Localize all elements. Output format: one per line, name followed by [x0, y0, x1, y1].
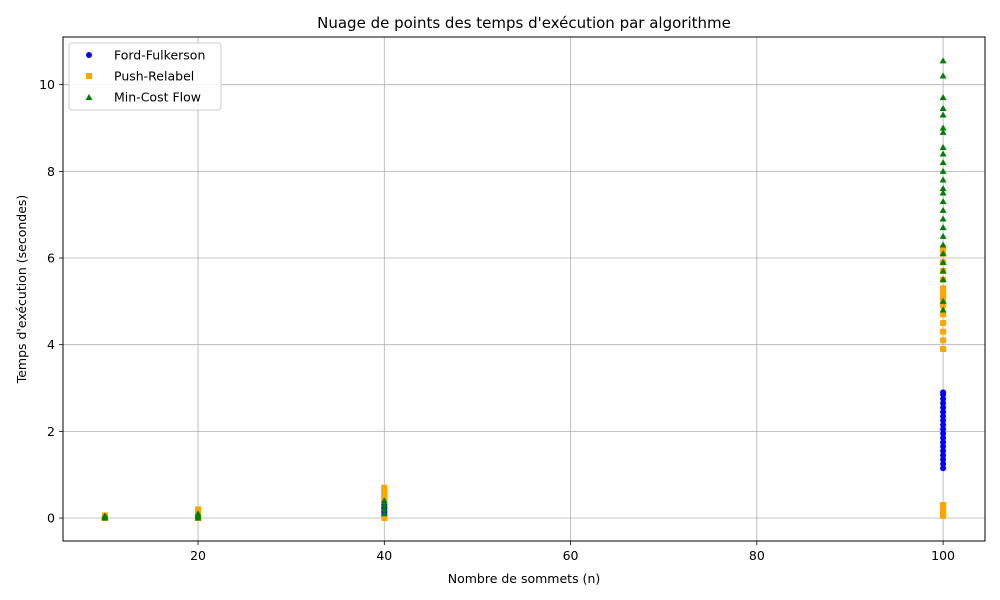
data-point [940, 328, 947, 335]
legend-label: Push-Relabel [114, 69, 194, 84]
data-point [940, 465, 947, 472]
data-point [939, 276, 947, 283]
data-point [940, 302, 947, 309]
data-point [939, 176, 947, 183]
legend-marker-square-icon [86, 73, 92, 79]
data-point [939, 94, 947, 101]
data-point [939, 189, 947, 196]
legend-label: Ford-Fulkerson [114, 48, 205, 63]
data-point [940, 434, 947, 441]
data-point [939, 258, 947, 265]
data-point [940, 443, 947, 450]
data-point [939, 144, 947, 151]
data-point [940, 400, 947, 407]
series-min-cost-flow [101, 57, 947, 521]
y-tick-label: 10 [39, 77, 55, 92]
legend-entry-push-relabel: Push-Relabel [86, 69, 194, 84]
data-points [101, 57, 947, 522]
grid-lines [63, 37, 985, 541]
y-tick-label: 2 [47, 424, 55, 439]
data-point [940, 413, 947, 420]
data-point [939, 241, 947, 248]
data-point [940, 346, 947, 353]
data-point [194, 510, 202, 517]
legend-box [68, 42, 222, 111]
data-point [940, 460, 947, 467]
data-point [939, 72, 947, 79]
x-tick-label: 100 [931, 548, 955, 563]
x-tick-label: 60 [563, 548, 579, 563]
data-point [939, 198, 947, 205]
data-point [940, 404, 947, 411]
data-point [940, 246, 947, 253]
legend: Ford-Fulkerson Push-Relabel Min-Cost Flo… [68, 42, 222, 111]
data-point [939, 232, 947, 239]
legend-label: Min-Cost Flow [114, 90, 201, 105]
data-point [939, 297, 947, 304]
legend-marker-triangle-icon [85, 94, 93, 100]
x-tick-label: 20 [190, 548, 206, 563]
data-point [381, 484, 388, 491]
plot-area [63, 37, 985, 541]
data-point [940, 395, 947, 402]
data-point [940, 452, 947, 459]
legend-entry-ford-fulkerson: Ford-Fulkerson [86, 48, 205, 63]
y-tick-label: 4 [47, 337, 55, 352]
data-point [940, 285, 947, 292]
data-point [940, 430, 947, 437]
data-point [939, 57, 947, 64]
data-point [939, 124, 947, 131]
data-point [940, 506, 947, 513]
data-point [940, 456, 947, 463]
data-point [380, 501, 388, 508]
data-point [940, 439, 947, 446]
y-tick-label: 8 [47, 164, 55, 179]
legend-entry-min-cost-flow: Min-Cost Flow [85, 90, 201, 105]
y-axis-label: Temps d'exécution (secondes) [14, 195, 29, 385]
y-tick-label: 6 [47, 251, 55, 266]
data-point [380, 510, 388, 517]
data-point [939, 306, 947, 313]
data-point [381, 515, 388, 522]
data-point [940, 320, 947, 327]
data-point [939, 128, 947, 135]
data-point [939, 111, 947, 118]
plot-frame [62, 36, 986, 542]
data-point [939, 206, 947, 213]
data-point [940, 337, 947, 344]
data-point [940, 502, 947, 509]
data-point [939, 105, 947, 112]
legend-marker-circle-icon [86, 52, 92, 58]
y-tick-label: 0 [47, 511, 55, 526]
data-point [940, 417, 947, 424]
data-point [380, 497, 388, 504]
data-point [940, 426, 947, 433]
data-point [939, 150, 947, 157]
data-point [940, 421, 947, 428]
chart-title: Nuage de points des temps d'exécution pa… [317, 14, 731, 32]
data-point [940, 389, 947, 396]
data-point [380, 505, 388, 512]
data-point [939, 215, 947, 222]
x-tick-label: 80 [749, 548, 765, 563]
data-point [195, 506, 202, 513]
data-point [940, 294, 947, 301]
data-point [939, 167, 947, 174]
data-point [939, 267, 947, 274]
data-point [101, 512, 109, 519]
data-point [940, 408, 947, 415]
data-point [939, 224, 947, 231]
data-point [940, 311, 947, 318]
x-tick-label: 40 [376, 548, 392, 563]
data-point [940, 447, 947, 454]
data-point [940, 289, 947, 296]
data-point [939, 159, 947, 166]
x-axis-label: Nombre de sommets (n) [448, 571, 601, 586]
data-point [939, 185, 947, 192]
axis-ticks: 20 40 60 80 100 0 2 4 6 8 10 [39, 77, 955, 563]
data-point [939, 250, 947, 257]
